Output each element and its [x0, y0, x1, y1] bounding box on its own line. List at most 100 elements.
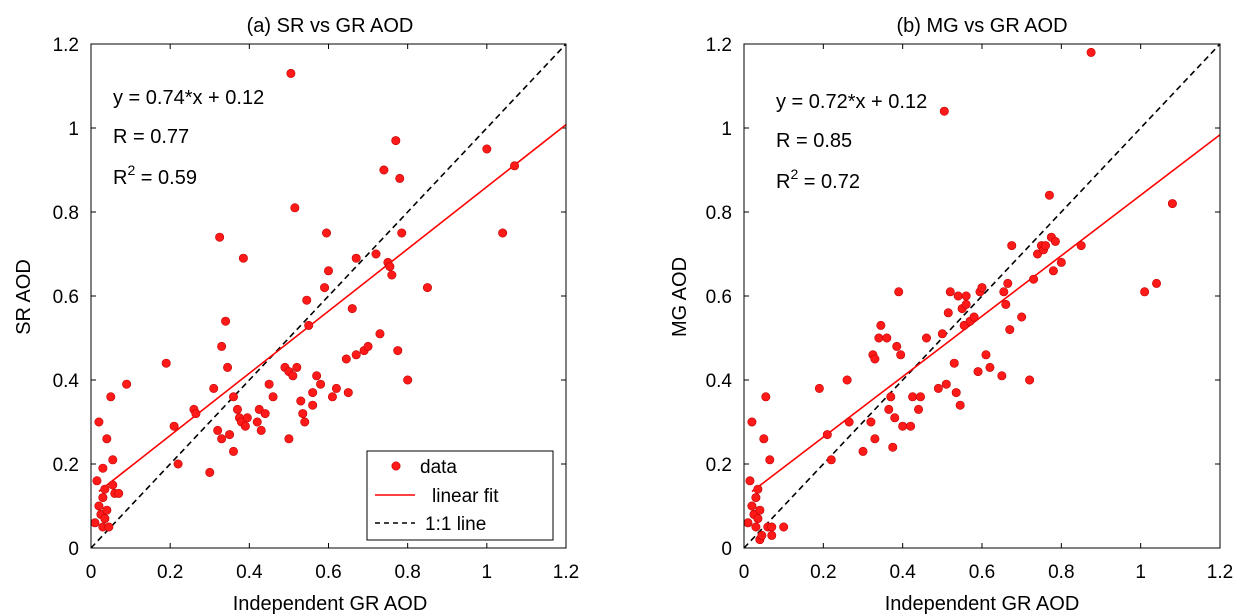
data-point [94, 501, 104, 511]
data-point [323, 266, 333, 276]
data-point [298, 409, 308, 419]
data-point [308, 400, 318, 410]
data-point [300, 417, 310, 427]
data-point [173, 459, 183, 469]
data-point [1029, 274, 1039, 284]
data-point [320, 283, 330, 293]
data-point [161, 358, 171, 368]
y-tick-label: 0.8 [53, 203, 79, 224]
data-point [1044, 190, 1054, 200]
data-point [1040, 241, 1050, 251]
data-point [969, 312, 979, 322]
data-point [393, 346, 403, 356]
data-point [933, 383, 943, 393]
data-point [898, 421, 908, 431]
panel-b-points [743, 47, 1177, 545]
x-tick-label: 0.8 [1048, 562, 1074, 583]
data-point [896, 350, 906, 360]
data-point [870, 434, 880, 444]
y-tick-label: 0.2 [53, 455, 79, 476]
data-point [916, 392, 926, 402]
data-point [894, 287, 904, 297]
y-tick-label: 1.2 [706, 35, 732, 56]
x-tick-label: 0 [739, 562, 750, 583]
data-point [888, 442, 898, 452]
data-point [252, 417, 262, 427]
data-point [1076, 241, 1086, 251]
data-point [1007, 241, 1017, 251]
data-point [482, 144, 492, 154]
x-tick-label: 0.8 [394, 562, 420, 583]
panel-a-r-value: R = 0.77 [113, 126, 189, 148]
y-tick-label: 1.2 [53, 35, 79, 56]
legend-data-marker [391, 461, 401, 471]
panel-a-identity-line-layer [90, 43, 567, 549]
data-point [870, 354, 880, 364]
data-point [98, 493, 108, 503]
data-point [866, 417, 876, 427]
data-point [232, 404, 242, 414]
data-point [844, 417, 854, 427]
data-point [302, 295, 312, 305]
data-point [341, 354, 351, 364]
data-point [104, 522, 114, 532]
panel-a-r2-exponent: 2 [127, 162, 135, 178]
panel-b-title: (b) MG vs GR AOD [896, 15, 1067, 37]
data-point [755, 505, 765, 515]
fit-line [98, 124, 567, 493]
data-point [814, 383, 824, 393]
data-point [753, 484, 763, 494]
panel-a-y-ticks: 0 0.2 0.4 0.6 0.8 1 1.2 [53, 35, 566, 560]
data-point [371, 249, 381, 259]
x-tick-label: 1 [1135, 562, 1146, 583]
x-tick-label: 0.2 [157, 562, 183, 583]
data-point [191, 409, 201, 419]
legend-fit-label: linear fit [432, 486, 499, 507]
data-point [747, 501, 757, 511]
panel-b-mg-vs-gr: (b) MG vs GR AOD Independent GR AOD MG A… [669, 15, 1233, 615]
data-point [225, 430, 235, 440]
data-point [751, 493, 761, 503]
identity-line [743, 43, 1221, 549]
data-point [209, 383, 219, 393]
legend-identity-label: 1:1 line [425, 514, 486, 535]
data-point [892, 341, 902, 351]
data-point [876, 320, 886, 330]
legend: data linear fit 1:1 line [366, 450, 554, 541]
y-tick-label: 0.2 [706, 455, 732, 476]
data-point [890, 413, 900, 423]
data-point [985, 362, 995, 372]
x-tick-label: 1.2 [553, 562, 579, 583]
data-point [94, 417, 104, 427]
y-tick-label: 0 [721, 539, 732, 560]
data-point [953, 291, 963, 301]
data-point [937, 329, 947, 339]
data-point [264, 379, 274, 389]
data-point [322, 228, 332, 238]
x-tick-label: 0 [86, 562, 97, 583]
data-point [98, 463, 108, 473]
panel-b-y-ticks: 0 0.2 0.4 0.6 0.8 1 1.2 [706, 35, 1220, 560]
data-point [240, 421, 250, 431]
data-point [999, 287, 1009, 297]
data-point [858, 446, 868, 456]
data-point [1140, 287, 1150, 297]
panel-b-r-value: R = 0.85 [776, 130, 852, 152]
data-point [213, 425, 223, 435]
y-tick-label: 0.6 [53, 287, 79, 308]
data-point [822, 430, 832, 440]
panel-a-r2-symbol: R [113, 167, 127, 189]
identity-line [90, 43, 567, 549]
panel-a-title: (a) SR vs GR AOD [247, 15, 414, 37]
data-point [751, 522, 761, 532]
data-point [939, 106, 949, 116]
data-point [1152, 278, 1162, 288]
data-point [1017, 312, 1027, 322]
data-point [286, 68, 296, 78]
data-point [422, 283, 432, 293]
data-point [906, 421, 916, 431]
data-point [351, 350, 361, 360]
data-point [292, 362, 302, 372]
data-point [288, 371, 298, 381]
data-point [498, 228, 508, 238]
